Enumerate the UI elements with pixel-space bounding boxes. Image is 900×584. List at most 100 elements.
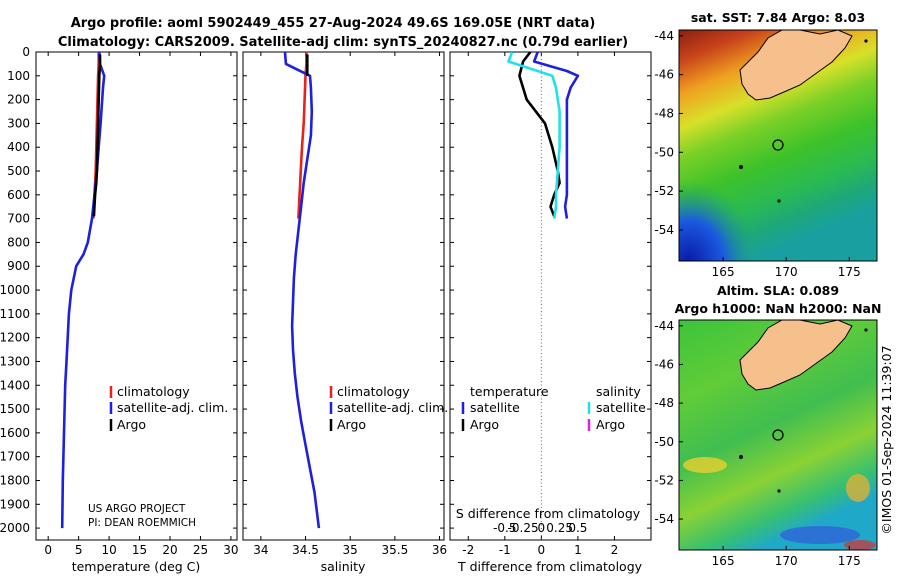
- series-line-argo: [92, 54, 102, 217]
- map-y-tick-label: -46: [654, 68, 674, 82]
- x-tick-label: 20: [162, 543, 177, 557]
- argo-float-marker: [772, 139, 784, 151]
- depth-tick-label: 1300: [0, 354, 30, 368]
- x-tick-label: 0: [538, 543, 546, 557]
- x-tick-label: 30: [223, 543, 238, 557]
- x-tick-label: 34.5: [292, 543, 319, 557]
- sst-map: [678, 29, 878, 262]
- depth-tick-label: 900: [7, 259, 30, 273]
- sla-anomaly: [844, 540, 876, 550]
- temperature-series: [60, 52, 106, 529]
- salinity-series: [283, 52, 321, 529]
- top-tick-label: -0.25: [508, 521, 539, 535]
- difference-xlabel: T difference from climatology: [457, 559, 643, 574]
- salinity-xlabel: salinity: [321, 559, 366, 574]
- legend-label-argo-temp: Argo: [470, 417, 499, 432]
- x-tick-label: 2: [611, 543, 619, 557]
- depth-tick-label: 1900: [0, 497, 30, 511]
- temperature-panel-frame: [35, 51, 238, 541]
- map-y-tick-label: -50: [654, 145, 674, 159]
- difference-legend: temperature satellite Argo salinity sate…: [461, 384, 646, 432]
- salinity-legend: climatology satellite-adj. clim. Argo: [329, 384, 448, 432]
- island-marker: [864, 39, 868, 43]
- x-tick-label: 34: [253, 543, 268, 557]
- legend-label-sat-temp: satellite: [470, 400, 520, 415]
- figure-title-line2: Climatology: CARS2009. Satellite-adj cli…: [58, 35, 628, 50]
- sst-map-frame: [678, 29, 878, 262]
- legend-label-argo: Argo: [337, 417, 366, 432]
- temperature-xlabel: temperature (deg C): [72, 559, 201, 574]
- depth-tick-label: 600: [7, 188, 30, 202]
- imos-credit: ©IMOS 01-Sep-2024 11:39:07: [879, 345, 894, 534]
- island-marker: [739, 165, 743, 169]
- x-tick-label: 35: [343, 543, 358, 557]
- temperature-legend: climatology satellite-adj. clim. Argo: [109, 384, 228, 432]
- difference-x-axis: -2 -1 0 1 2: [462, 52, 618, 557]
- map-x-tick-label: 170: [775, 265, 798, 279]
- depth-tick-label: 2000: [0, 521, 30, 535]
- depth-tick-label: 500: [7, 164, 30, 178]
- depth-tick-label: 1800: [0, 473, 30, 487]
- top-tick-label: 0.5: [568, 521, 587, 535]
- legend-label-climatology: climatology: [117, 384, 190, 399]
- x-tick-label: -2: [462, 543, 474, 557]
- map-y-tick-label: -54: [654, 512, 674, 526]
- land-mass: [739, 319, 853, 391]
- legend-label-climatology: climatology: [337, 384, 410, 399]
- series-line-satellite-s: [507, 52, 561, 219]
- legend-label-satellite: satellite-adj. clim.: [337, 400, 448, 415]
- depth-tick-label: 200: [7, 93, 30, 107]
- pi-credit: PI: DEAN ROEMMICH: [88, 517, 196, 529]
- legend-label-argo: Argo: [117, 417, 146, 432]
- sla-anomaly: [846, 474, 870, 502]
- island-marker: [864, 328, 868, 332]
- map-y-tick-label: -44: [654, 319, 674, 333]
- project-credit: US ARGO PROJECT: [88, 503, 186, 515]
- x-tick-label: 0: [44, 543, 52, 557]
- sst-map-axes: 165 170 175 -44 -46 -48 -50 -52 -54: [654, 29, 860, 279]
- map-x-tick-label: 165: [712, 265, 735, 279]
- depth-tick-label: 800: [7, 235, 30, 249]
- salinity-x-axis: 34 34.5 35 35.5 36: [253, 52, 447, 557]
- x-tick-label: 36: [432, 543, 447, 557]
- difference-series: [507, 52, 580, 219]
- depth-tick-label: 300: [7, 116, 30, 130]
- temperature-x-axis: 0 5 10 15 20 25 30: [44, 52, 239, 557]
- map-y-tick-label: -50: [654, 435, 674, 449]
- depth-tick-label: 1700: [0, 450, 30, 464]
- top-tick-label: 0.25: [546, 521, 573, 535]
- map-y-tick-label: -44: [654, 29, 674, 43]
- x-tick-label: 15: [132, 543, 147, 557]
- series-line-satellite-adj-clim-: [283, 52, 321, 529]
- difference-top-axis: -0.5-0.2500.250.5: [493, 521, 587, 535]
- x-tick-label: 1: [574, 543, 582, 557]
- map-x-tick-label: 175: [838, 554, 861, 568]
- map-y-tick-label: -52: [654, 473, 674, 487]
- x-tick-label: 35.5: [382, 543, 409, 557]
- depth-tick-label: 1000: [0, 283, 30, 297]
- map-x-tick-label: 170: [775, 554, 798, 568]
- sla-anomaly: [780, 526, 860, 544]
- island-marker: [777, 199, 781, 203]
- map-y-tick-label: -54: [654, 223, 674, 237]
- x-tick-label: 5: [75, 543, 83, 557]
- depth-tick-label: 1200: [0, 331, 30, 345]
- sla-map: [678, 319, 878, 551]
- legend-label-satellite: satellite-adj. clim.: [117, 400, 228, 415]
- depth-tick-label: 1100: [0, 307, 30, 321]
- legend-label-argo-sal: Argo: [596, 417, 625, 432]
- x-tick-label: -1: [499, 543, 511, 557]
- map-y-tick-label: -48: [654, 106, 674, 120]
- map-y-tick-label: -48: [654, 396, 674, 410]
- map-x-tick-label: 165: [712, 554, 735, 568]
- series-line-argo-t: [518, 52, 561, 217]
- sla-map-frame: [678, 319, 878, 551]
- map-y-tick-label: -46: [654, 357, 674, 371]
- sla-map-title-line2: Argo h1000: NaN h2000: NaN: [675, 301, 882, 316]
- figure-title-line1: Argo profile: aoml 5902449_455 27-Aug-20…: [71, 16, 596, 31]
- depth-tick-label: 400: [7, 140, 30, 154]
- series-line-satellite-t: [532, 52, 580, 219]
- series-line-satellite-adj-clim-: [60, 52, 106, 529]
- depth-tick-label: 1600: [0, 426, 30, 440]
